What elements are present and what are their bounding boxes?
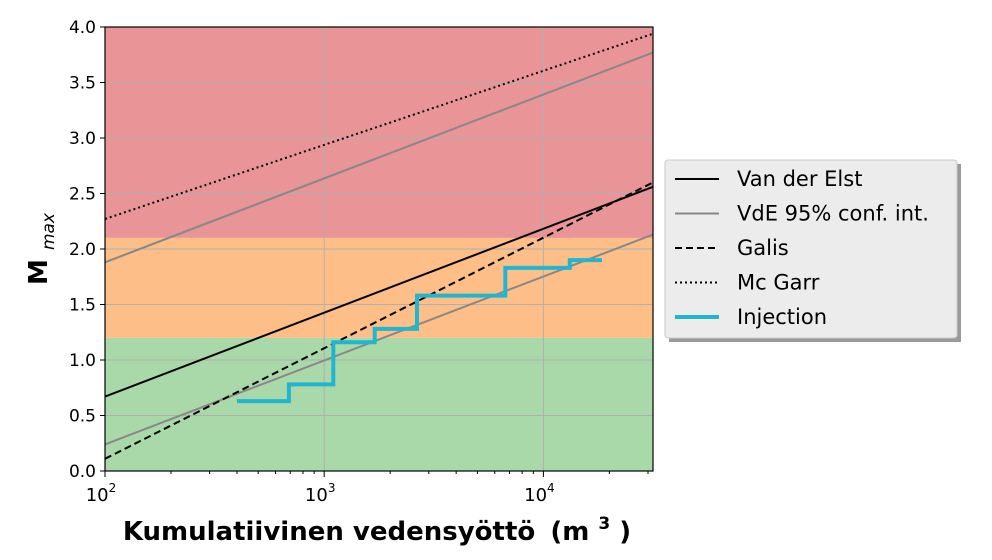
y-tick-label: 3.5 — [69, 74, 96, 94]
band-2 — [105, 27, 653, 238]
legend-label-vde-95-conf-int: VdE 95% conf. int. — [737, 202, 929, 226]
legend-items: Van der Elst VdE 95% conf. int. Galis Mc Ga… — [675, 167, 929, 329]
y-axis-title: M max — [24, 212, 59, 285]
y-tick-label: 3.0 — [69, 129, 96, 149]
gridlines — [105, 27, 653, 471]
x-axis-title-unit-exp: 3 — [598, 514, 610, 534]
band-0 — [105, 337, 653, 471]
x-axis-title-unit-close: ) — [619, 517, 631, 547]
legend-label-galis: Galis — [737, 236, 789, 260]
legend-box — [664, 159, 958, 339]
x-tick-label: 104 — [524, 481, 555, 506]
y-tick-label: 2.5 — [69, 185, 96, 205]
axis-ticks: 0.0 0.5 1.0 1.5 2.0 2.5 3.0 3.5 4.0 102 103 104 — [69, 18, 649, 506]
y-tick-label: 0.0 — [69, 462, 96, 482]
series-injection-line — [237, 258, 602, 404]
x-axis-title-main: Kumulatiivinen vedensyöttö — [123, 517, 535, 547]
band-1 — [105, 237, 653, 338]
x-tick-label: 103 — [305, 481, 336, 506]
y-axis-title-main: M — [24, 259, 54, 285]
legend-label-mc-garr: Mc Garr — [737, 271, 820, 295]
y-axis-title-sub: max — [39, 212, 59, 250]
x-axis-title: Kumulatiivinen vedensyöttö (m 3 ) — [123, 506, 631, 547]
legend: Van der Elst VdE 95% conf. int. Galis Mc Ga… — [664, 159, 961, 342]
series-mc-garr-line — [105, 32, 653, 220]
series-vde-95-conf-int-upper-line — [105, 51, 653, 264]
x-tick-label: 102 — [86, 481, 117, 506]
y-tick-label: 1.0 — [69, 351, 96, 371]
series-van-der-elst-line — [105, 185, 653, 398]
y-tick-label: 0.5 — [69, 407, 96, 427]
y-tick-label: 1.5 — [69, 296, 96, 316]
x-axis-title-unit-open: (m — [550, 517, 589, 547]
series-galis-line — [105, 181, 653, 460]
series-lines — [105, 32, 653, 460]
y-tick-label: 4.0 — [69, 18, 96, 38]
legend-label-van-der-elst: Van der Elst — [737, 167, 862, 191]
y-tick-label: 2.0 — [69, 240, 96, 260]
legend-label-injection: Injection — [737, 305, 827, 329]
